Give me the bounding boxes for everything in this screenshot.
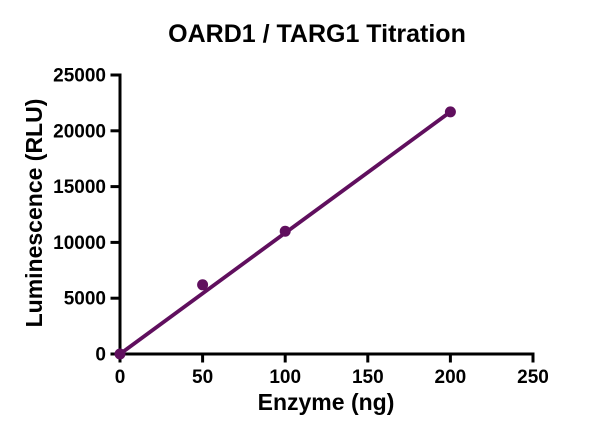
- y-tick-label: 20000: [53, 121, 106, 142]
- y-tick-label: 0: [95, 345, 106, 366]
- data-point: [444, 106, 456, 118]
- chart-title: OARD1 / TARG1 Titration: [168, 20, 466, 48]
- data-point: [197, 279, 209, 291]
- x-tick-label: 100: [269, 367, 301, 388]
- x-tick-label: 0: [115, 367, 126, 388]
- x-tick-label: 50: [192, 367, 213, 388]
- data-point: [279, 225, 291, 237]
- x-tick-label: 250: [517, 367, 549, 388]
- y-tick-label: 10000: [53, 233, 106, 254]
- axis-spine: [118, 73, 535, 356]
- x-tick-label: 150: [352, 367, 384, 388]
- y-tick-label: 15000: [53, 177, 106, 198]
- x-tick-label: 200: [435, 367, 467, 388]
- y-tick-label: 5000: [64, 289, 106, 310]
- y-tick-label: 25000: [53, 66, 106, 87]
- x-axis-title: Enzyme (ng): [257, 389, 395, 415]
- data-point: [114, 348, 126, 360]
